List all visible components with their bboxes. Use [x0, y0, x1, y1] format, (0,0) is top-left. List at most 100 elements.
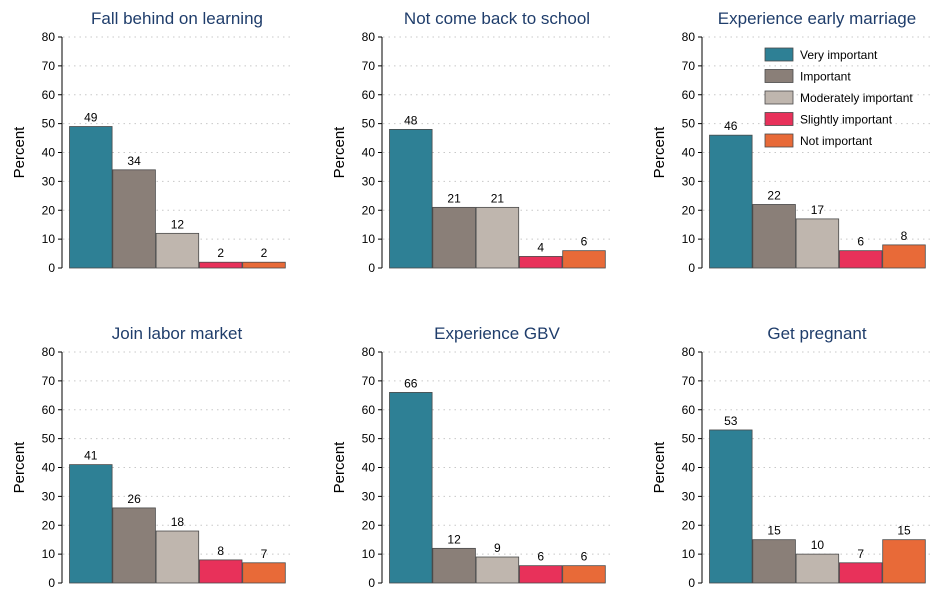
bar-value-label: 41: [84, 449, 98, 463]
bar-very-important: [709, 134, 753, 269]
bar-value-label: 34: [127, 154, 141, 168]
bar-value-label: 4: [537, 240, 544, 254]
y-tick-label: 10: [42, 547, 56, 561]
bar-not-important: [882, 244, 926, 269]
legend-swatch: [764, 47, 794, 62]
bar-value-label: 46: [724, 119, 738, 133]
bar-value-label: 9: [494, 541, 501, 555]
bar-value-label: 6: [537, 550, 544, 564]
legend-label: Important: [800, 70, 851, 84]
bar-slightly-important: [839, 562, 883, 584]
y-tick-label: 10: [362, 547, 376, 561]
y-tick-label: 30: [42, 489, 56, 503]
bar-not-important: [562, 565, 606, 584]
y-tick-label: 0: [688, 576, 695, 590]
bar-not-important: [562, 250, 606, 269]
y-tick-label: 10: [42, 232, 56, 246]
y-tick-label: 50: [682, 117, 696, 131]
bar-value-label: 26: [127, 492, 141, 506]
panel-title: Experience GBV: [434, 324, 560, 343]
bar-value-label: 2: [217, 246, 224, 260]
bar-value-label: 22: [767, 188, 781, 202]
y-tick-label: 30: [362, 174, 376, 188]
y-tick-label: 20: [682, 518, 696, 532]
y-tick-label: 0: [368, 576, 375, 590]
y-tick-label: 40: [42, 461, 56, 475]
y-tick-label: 20: [42, 203, 56, 217]
y-tick-label: 30: [682, 174, 696, 188]
y-axis-label: Percent: [11, 126, 28, 179]
y-tick-label: 10: [362, 232, 376, 246]
y-tick-label: 40: [682, 461, 696, 475]
chart-panel-1: Fall behind on learning Percent 0 10 20 30 40 5…: [11, 9, 290, 275]
bar-important: [752, 539, 796, 584]
panel-title: Experience early marriage: [718, 9, 916, 28]
bar-value-label: 21: [447, 191, 461, 205]
y-tick-label: 80: [682, 30, 696, 44]
legend-label: Moderately important: [800, 91, 913, 105]
y-tick-label: 20: [362, 518, 376, 532]
chart-panel-6: Get pregnant Percent 0 10 20 30 40 50 60 70 80 53 15…: [651, 324, 930, 590]
y-tick-label: 30: [362, 489, 376, 503]
bar-value-label: 7: [857, 547, 864, 561]
bar-slightly-important: [198, 261, 243, 269]
y-tick-label: 60: [682, 403, 696, 417]
y-tick-label: 70: [42, 374, 56, 388]
bar-moderately-important: [475, 556, 520, 584]
y-tick-label: 30: [42, 174, 56, 188]
bar-important: [112, 169, 156, 269]
bar-value-label: 6: [581, 235, 588, 249]
y-tick-label: 10: [682, 547, 696, 561]
bar-value-label: 6: [581, 550, 588, 564]
panel-title: Get pregnant: [767, 324, 867, 343]
bar-value-label: 6: [857, 235, 864, 249]
bar-slightly-important: [198, 559, 243, 584]
bar-moderately-important: [155, 530, 200, 584]
legend-swatch: [764, 90, 794, 105]
bar-value-label: 66: [404, 376, 418, 390]
bar-moderately-important: [795, 218, 840, 269]
y-axis-label: Percent: [11, 441, 28, 494]
chart-panel-3: Experience early marriage Percent 0 10 20 30 4…: [651, 9, 930, 275]
legend-swatch: [764, 69, 794, 83]
y-tick-label: 60: [682, 88, 696, 102]
bar-moderately-important: [155, 232, 200, 269]
y-tick-label: 50: [362, 117, 376, 131]
bar-value-label: 48: [404, 113, 418, 127]
panel-title: Not come back to school: [404, 9, 590, 28]
legend-swatch: [764, 133, 794, 148]
bar-value-label: 7: [261, 547, 268, 561]
bar-value-label: 15: [767, 524, 781, 538]
bar-moderately-important: [795, 553, 840, 584]
bar-slightly-important: [519, 565, 563, 584]
bar-not-important: [242, 261, 286, 269]
chart-panel-2: Not come back to school Percent 0 10 20 30 40 5…: [331, 9, 610, 275]
bar-very-important: [69, 464, 113, 584]
y-tick-label: 20: [682, 203, 696, 217]
y-axis-label: Percent: [331, 441, 348, 494]
y-tick-label: 40: [42, 146, 56, 160]
bar-not-important: [882, 539, 926, 584]
y-tick-label: 40: [682, 146, 696, 160]
bar-moderately-important: [475, 206, 520, 269]
bar-important: [752, 204, 796, 269]
y-tick-label: 0: [48, 576, 55, 590]
y-tick-label: 0: [688, 261, 695, 275]
bar-value-label: 18: [171, 515, 185, 529]
bar-very-important: [389, 128, 433, 269]
y-axis-label: Percent: [651, 441, 668, 494]
y-tick-label: 50: [682, 432, 696, 446]
y-tick-label: 70: [682, 59, 696, 73]
bar-value-label: 12: [171, 217, 185, 231]
chart-legend: Very important Important Moderately import…: [764, 47, 913, 148]
y-tick-label: 80: [362, 345, 376, 359]
y-tick-label: 60: [362, 403, 376, 417]
y-tick-label: 20: [42, 518, 56, 532]
y-tick-label: 40: [362, 146, 376, 160]
chart-panel-5: Experience GBVPercent0102030405060708066…: [331, 324, 610, 590]
y-tick-label: 70: [682, 374, 696, 388]
bar-value-label: 8: [901, 229, 908, 243]
bar-important: [432, 547, 476, 584]
legend-label: Very important: [800, 48, 878, 62]
